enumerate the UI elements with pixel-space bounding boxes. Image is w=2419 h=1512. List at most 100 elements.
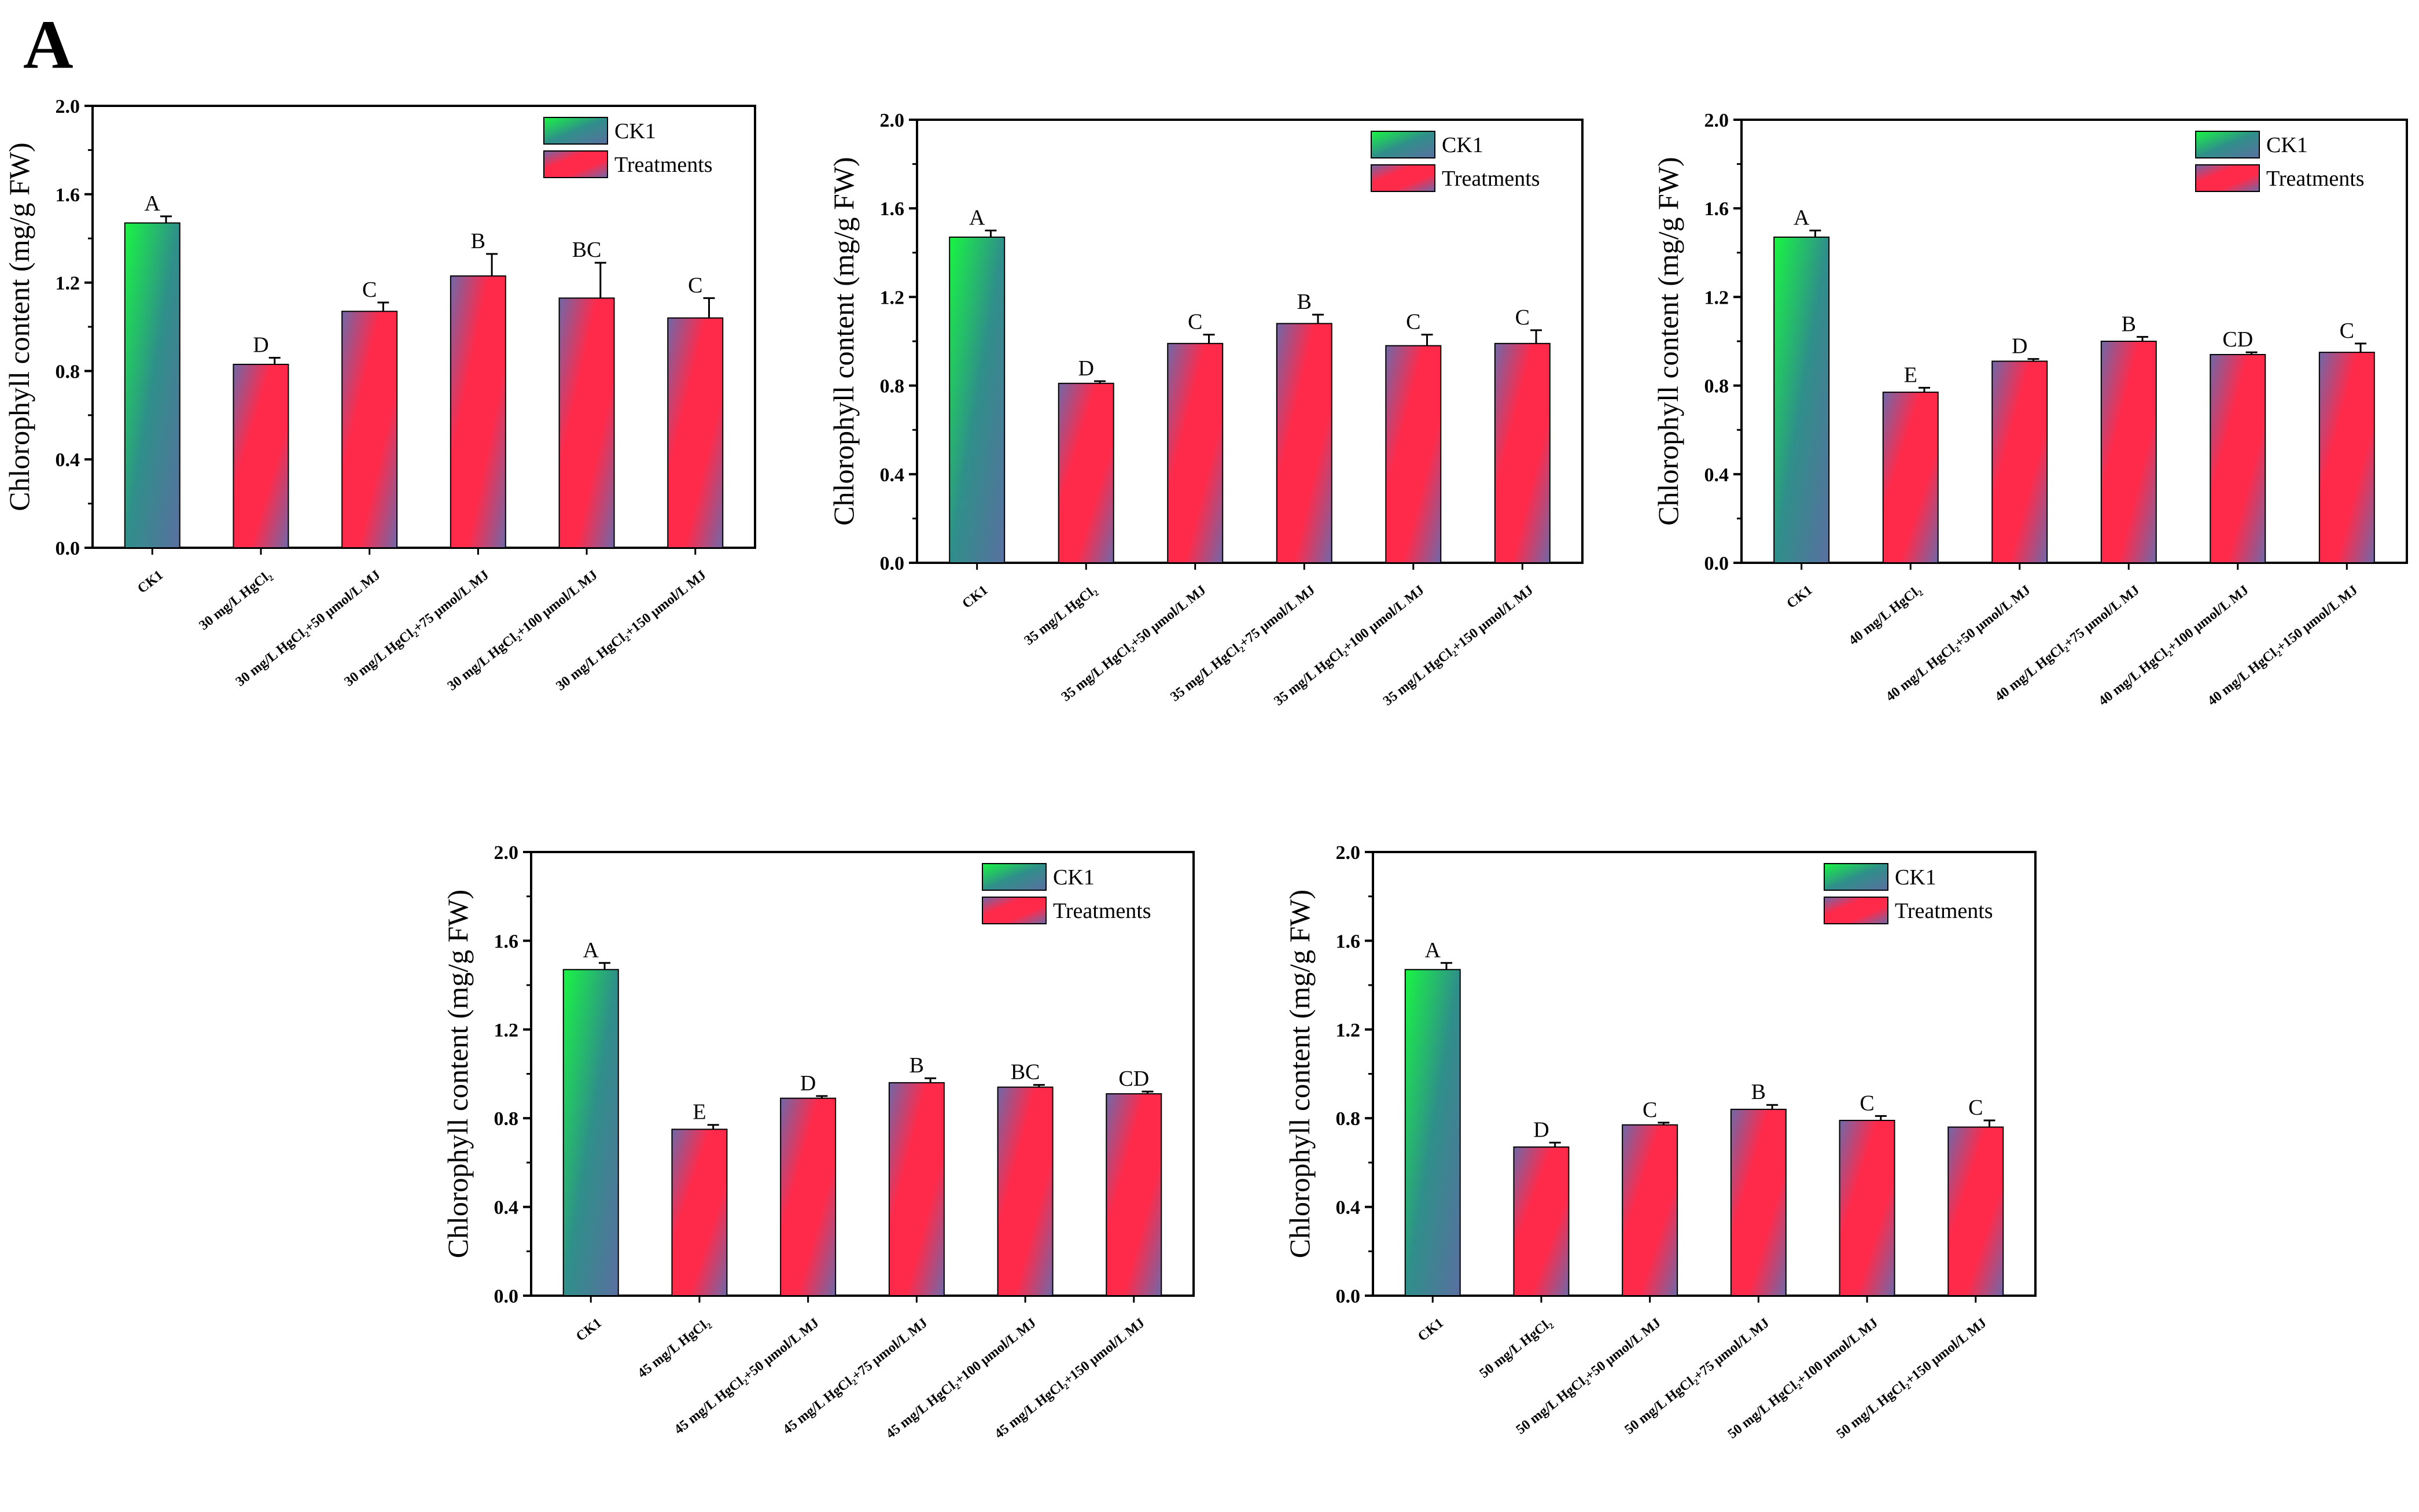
y-tick-label: 1.2 [880, 287, 905, 308]
y-tick-label: 1.6 [1336, 931, 1361, 952]
chart-5: 0.0 0.4 0.8 1.2 1.6 2.0 Chlorophyll content (m… [1283, 842, 2037, 1441]
y-tick-label: 1.2 [56, 273, 80, 294]
significance-letter: D [800, 1071, 816, 1096]
x-tick-label: CK1 [1784, 582, 1816, 611]
significance-letter: B [471, 229, 485, 253]
x-tick-label: CK1 [960, 582, 991, 611]
chart-4: 0.0 0.4 0.8 1.2 1.6 2.0 Chlorophyll content (m… [441, 842, 1195, 1441]
significance-letter: C [2340, 319, 2354, 343]
significance-letter: CD [1118, 1067, 1149, 1091]
y-tick-label: 0.4 [1704, 464, 1729, 486]
y-axis-label: Chlorophyll content (mg/g FW) [3, 142, 35, 511]
bar [1404, 969, 1461, 1296]
bar [667, 317, 724, 548]
bar [1773, 236, 1830, 563]
y-tick-label: 2.0 [1336, 842, 1361, 864]
significance-letter: A [969, 206, 985, 230]
bar [1385, 345, 1442, 563]
significance-letter: B [2122, 312, 2136, 336]
x-tick-label: 35 mg/L HgCl₂ [1022, 582, 1100, 648]
y-tick-label: 0.8 [880, 376, 905, 397]
y-tick-label: 0.8 [56, 361, 80, 382]
y-tick-label: 0.0 [880, 553, 905, 574]
y-tick-label: 0.4 [56, 449, 80, 471]
bar [780, 1097, 837, 1297]
legend-swatch-treatments [543, 150, 608, 178]
bar [1106, 1093, 1162, 1296]
bar [949, 236, 1006, 563]
significance-letter: BC [1011, 1060, 1040, 1085]
chart-2: 0.0 0.4 0.8 1.2 1.6 2.0 Chlorophyll content (m… [827, 110, 1584, 709]
x-tick-label: CK1 [135, 567, 166, 596]
bar [124, 222, 181, 548]
bar [1494, 342, 1551, 564]
y-tick-label: 0.4 [494, 1197, 519, 1219]
bar [341, 311, 398, 548]
x-tick-label: 45 mg/L HgCl₂ [635, 1315, 713, 1381]
legend-label-treatments: Treatments [2266, 167, 2365, 191]
legend-swatch-treatments [1824, 897, 1888, 924]
legend-label-treatments: Treatments [614, 153, 713, 177]
chart-1: 0.0 0.4 0.8 1.2 1.6 2.0 Chlorophyll content (m… [3, 96, 756, 694]
x-tick-label: CK1 [573, 1315, 605, 1344]
y-tick-label: 1.6 [1704, 198, 1729, 220]
significance-letter: D [1078, 356, 1093, 381]
bar [1058, 382, 1114, 564]
bar [233, 363, 289, 548]
bar [1882, 392, 1939, 564]
bar [1276, 323, 1332, 563]
significance-letter: B [1751, 1080, 1766, 1104]
y-tick-label: 0.0 [1704, 553, 1729, 574]
y-axis-label: Chlorophyll content (mg/g FW) [1283, 890, 1316, 1258]
significance-letter: A [145, 191, 161, 216]
x-tick-label: 40 mg/L HgCl₂ [1846, 582, 1924, 648]
legend-swatch-treatments [982, 897, 1047, 924]
y-tick-label: 2.0 [56, 96, 80, 117]
significance-letter: B [1297, 290, 1312, 314]
significance-letter: A [1794, 206, 1810, 230]
significance-letter: C [1515, 305, 1530, 330]
y-tick-label: 1.2 [1704, 287, 1729, 308]
y-tick-label: 1.6 [56, 185, 80, 206]
legend-label-treatments: Treatments [1053, 899, 1151, 923]
x-tick-label: CK1 [1415, 1315, 1446, 1344]
significance-letter: C [1406, 310, 1420, 334]
x-tick-label: 30 mg/L HgCl₂ [196, 567, 274, 633]
significance-letter: C [362, 278, 377, 302]
bar [2210, 353, 2266, 563]
significance-letter: CD [2222, 327, 2253, 352]
bar [1991, 360, 2048, 563]
y-tick-label: 0.8 [1336, 1108, 1361, 1130]
y-tick-label: 2.0 [494, 842, 519, 864]
chart-3: 0.0 0.4 0.8 1.2 1.6 2.0 Chlorophyll content (m… [1652, 110, 2408, 709]
x-tick-label: 50 mg/L HgCl₂ [1477, 1315, 1555, 1381]
legend-swatch-treatments [1371, 164, 1435, 192]
bar [558, 297, 615, 549]
bar [1947, 1126, 2004, 1297]
y-tick-label: 0.0 [494, 1286, 519, 1307]
y-tick-label: 1.6 [880, 198, 905, 220]
legend-swatch-treatments [2195, 164, 2260, 192]
bar [888, 1082, 945, 1296]
significance-letter: C [1860, 1091, 1874, 1115]
y-tick-label: 1.2 [494, 1020, 519, 1041]
significance-letter: A [583, 938, 599, 962]
y-tick-label: 0.8 [494, 1108, 519, 1130]
significance-letter: C [1643, 1098, 1657, 1122]
bar [997, 1086, 1054, 1296]
y-axis-label: Chlorophyll content (mg/g FW) [827, 157, 860, 525]
significance-letter: E [693, 1100, 706, 1124]
significance-letter: E [1904, 363, 1917, 387]
bar [2100, 341, 2157, 563]
legend-swatch-ck1 [1371, 131, 1435, 158]
y-tick-label: 0.4 [1336, 1197, 1361, 1219]
significance-letter: A [1425, 938, 1441, 962]
y-tick-label: 2.0 [880, 110, 905, 131]
y-tick-label: 0.0 [1336, 1286, 1361, 1307]
legend-label-ck1: CK1 [1895, 865, 1936, 890]
significance-letter: BC [572, 238, 602, 262]
significance-letter: C [1968, 1096, 1983, 1120]
significance-letter: C [1188, 310, 1202, 334]
y-axis-label: Chlorophyll content (mg/g FW) [1652, 157, 1684, 525]
